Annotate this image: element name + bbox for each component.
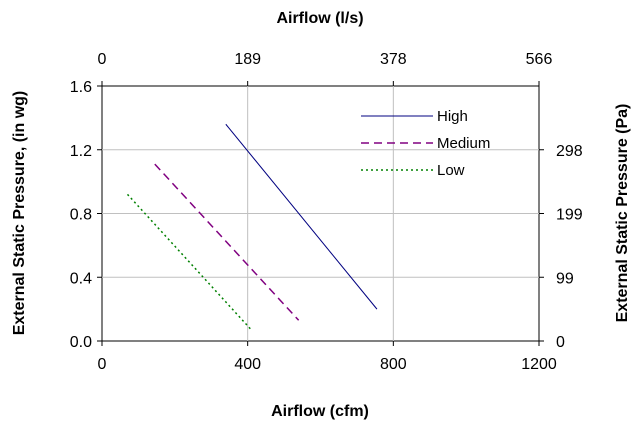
y-tick-label: 1.2	[70, 143, 92, 160]
axis-ticks	[97, 81, 544, 346]
x2-axis-title: Airflow (l/s)	[276, 10, 363, 27]
x2-tick-label: 189	[234, 51, 261, 68]
y-axis-title: External Static Pressure, (in wg)	[11, 91, 28, 336]
tick-labels: 0.0 0.4 0.8 1.2 1.6 0 400 800 1200 0 189 378 566 0 99 1…	[70, 51, 583, 373]
y-tick-label: 0.8	[70, 207, 92, 224]
x2-tick-label: 0	[98, 51, 107, 68]
y2-tick-label: 99	[556, 270, 574, 287]
x-tick-label: 400	[234, 356, 261, 373]
legend: High Medium Low	[361, 108, 490, 179]
x2-tick-label: 566	[526, 51, 553, 68]
y2-tick-label: 0	[556, 334, 565, 351]
y2-tick-label: 199	[556, 207, 583, 224]
series-line-low	[126, 193, 252, 331]
x-tick-label: 0	[98, 356, 107, 373]
y-tick-label: 0.4	[70, 270, 92, 287]
series-lines	[126, 123, 378, 331]
gridlines	[102, 86, 539, 341]
legend-label-high: High	[437, 108, 468, 125]
legend-label-medium: Medium	[437, 135, 490, 152]
x-tick-label: 1200	[521, 356, 557, 373]
y-tick-label: 0.0	[70, 334, 92, 351]
series-line-medium	[154, 163, 300, 321]
y2-tick-label: 298	[556, 143, 583, 160]
x-axis-title: Airflow (cfm)	[271, 403, 369, 420]
y2-axis-title: External Static Pressure (Pa)	[614, 104, 631, 323]
x2-tick-label: 378	[380, 51, 407, 68]
x-tick-label: 800	[380, 356, 407, 373]
series-line-high	[225, 123, 378, 310]
y-tick-label: 1.6	[70, 79, 92, 96]
legend-label-low: Low	[437, 162, 465, 179]
